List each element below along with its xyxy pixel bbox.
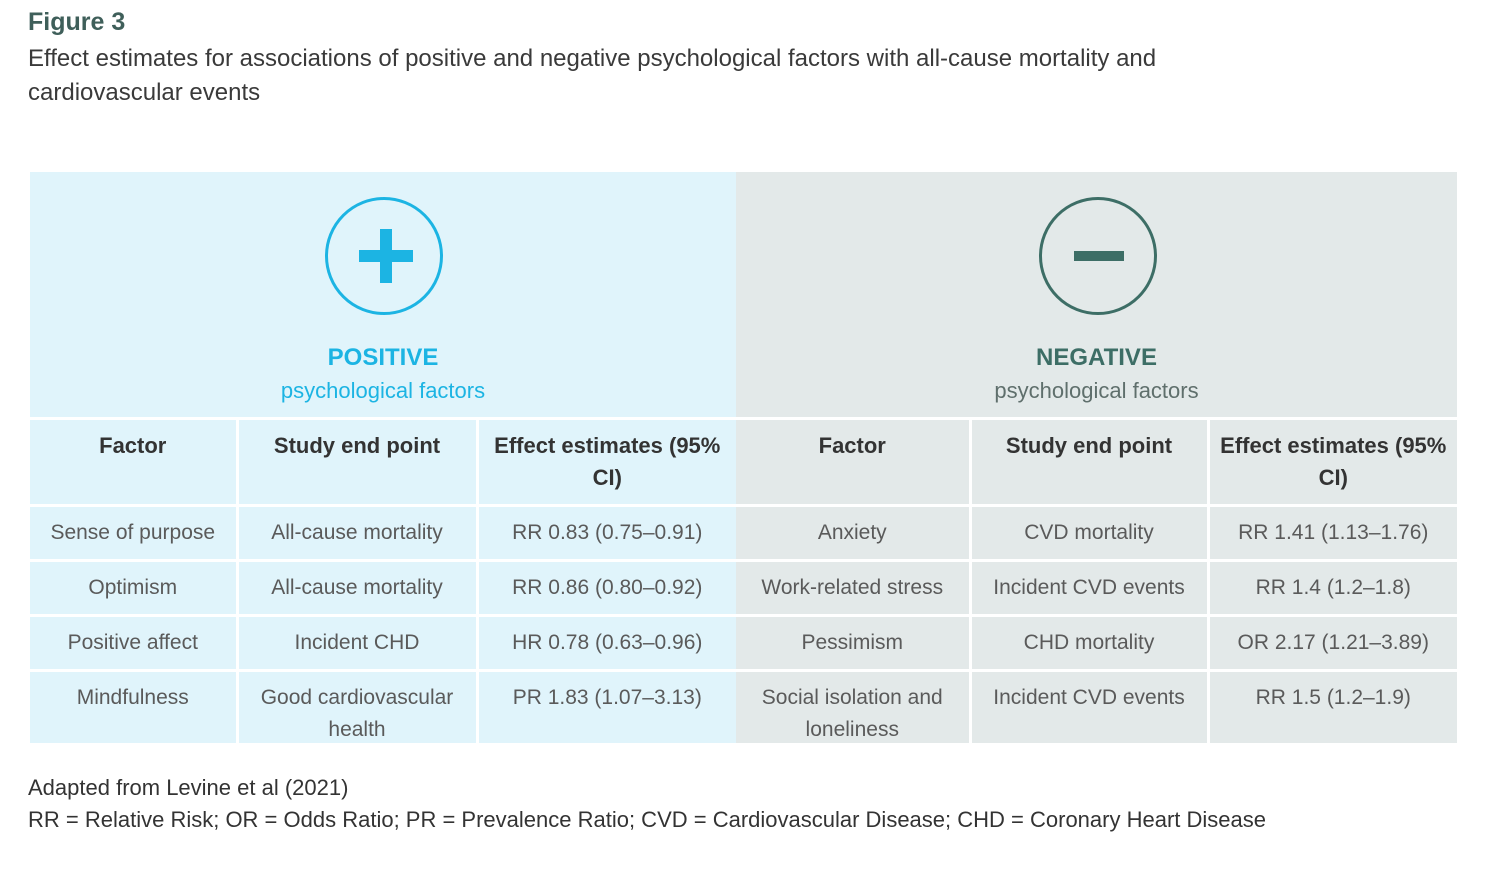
estimate-cell: OR 2.17 (1.21–3.89) (1206, 614, 1457, 672)
abbreviations-note: RR = Relative Risk; OR = Odds Ratio; PR … (28, 807, 1266, 832)
table-row: Anxiety CVD mortality RR 1.41 (1.13–1.76… (736, 504, 1457, 562)
source-note: Adapted from Levine et al (2021) (28, 775, 349, 800)
endpoint-cell: CHD mortality (968, 614, 1210, 672)
figure-label: Figure 3 (28, 8, 126, 36)
factor-cell: Mindfulness (30, 669, 239, 756)
table-row: Sense of purpose All-cause mortality RR … (30, 504, 736, 562)
plus-circle-icon (325, 197, 443, 315)
endpoint-cell: All-cause mortality (235, 559, 479, 617)
column-header: Study end point (968, 417, 1210, 507)
estimate-cell: HR 0.78 (0.63–0.96) (475, 614, 736, 672)
negative-title: NEGATIVE (1036, 344, 1157, 371)
factor-cell: Sense of purpose (30, 504, 239, 562)
column-header: Factor (30, 417, 239, 507)
table-row: Positive affect Incident CHD HR 0.78 (0.… (30, 614, 736, 672)
positive-title: POSITIVE (327, 344, 439, 371)
column-header: Effect estimates (95% CI) (1206, 417, 1457, 507)
positive-panel: POSITIVE psychological factors Factor St… (30, 172, 736, 756)
column-header: Study end point (235, 417, 479, 507)
column-header: Effect estimates (95% CI) (475, 417, 736, 507)
negative-header: NEGATIVE psychological factors (736, 172, 1457, 417)
estimate-cell: RR 1.5 (1.2–1.9) (1206, 669, 1457, 756)
endpoint-cell: Good cardiovascular health (235, 669, 479, 756)
factor-cell: Pessimism (736, 614, 972, 672)
factor-cell: Work-related stress (736, 559, 972, 617)
estimate-cell: RR 1.41 (1.13–1.76) (1206, 504, 1457, 562)
endpoint-cell: CVD mortality (968, 504, 1210, 562)
negative-table: Factor Study end point Effect estimates … (736, 417, 1457, 756)
positive-subtitle: psychological factors (280, 378, 486, 403)
positive-header: POSITIVE psychological factors (30, 172, 736, 417)
estimate-cell: RR 1.4 (1.2–1.8) (1206, 559, 1457, 617)
table-row: Pessimism CHD mortality OR 2.17 (1.21–3.… (736, 614, 1457, 672)
endpoint-cell: Incident CVD events (968, 669, 1210, 756)
endpoint-cell: All-cause mortality (235, 504, 479, 562)
negative-subtitle: psychological factors (994, 378, 1199, 403)
negative-panel: NEGATIVE psychological factors Factor St… (736, 172, 1457, 756)
estimate-cell: PR 1.83 (1.07–3.13) (475, 669, 736, 756)
estimate-cell: RR 0.86 (0.80–0.92) (475, 559, 736, 617)
column-header: Factor (736, 417, 972, 507)
table-row: Social isolation and loneliness Incident… (736, 669, 1457, 756)
factor-cell: Social isolation and loneliness (736, 669, 972, 756)
table-row: Work-related stress Incident CVD events … (736, 559, 1457, 617)
figure-title: Effect estimates for associations of pos… (28, 45, 1157, 106)
minus-circle-icon (1038, 197, 1157, 315)
estimate-cell: RR 0.83 (0.75–0.91) (475, 504, 736, 562)
factor-cell: Positive affect (30, 614, 239, 672)
factor-cell: Anxiety (736, 504, 972, 562)
endpoint-cell: Incident CVD events (968, 559, 1210, 617)
endpoint-cell: Incident CHD (235, 614, 479, 672)
table-row: Mindfulness Good cardiovascular health P… (30, 669, 736, 756)
positive-table: Factor Study end point Effect estimates … (30, 417, 736, 756)
table-row: Optimism All-cause mortality RR 0.86 (0.… (30, 559, 736, 617)
factor-cell: Optimism (30, 559, 239, 617)
